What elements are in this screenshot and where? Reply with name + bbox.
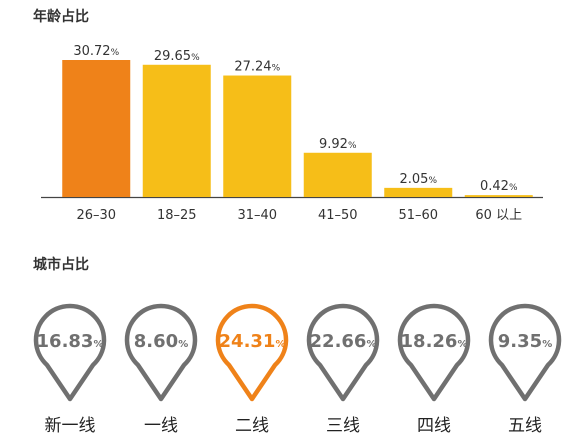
pin-value-label-3: 22.66% — [310, 331, 377, 352]
pin-value-label-5: 9.35% — [498, 331, 552, 352]
x-tick-label-2: 31–40 — [237, 208, 277, 223]
map-pin-icon-0 — [33, 303, 107, 402]
bar-value-label-5: 0.42% — [480, 179, 518, 194]
age-section-title: 年龄占比 — [33, 9, 89, 25]
city-tier-label-2: 二线 — [235, 416, 269, 436]
city-tier-label-3: 三线 — [326, 416, 360, 436]
x-tick-label-5: 60 以上 — [475, 208, 522, 223]
x-tick-label-1: 18–25 — [157, 208, 197, 223]
bar-value-label-3: 9.92% — [319, 137, 357, 152]
bar-0 — [62, 60, 131, 197]
x-tick-label-0: 26–30 — [76, 208, 116, 223]
bar-value-label-0: 30.72% — [73, 44, 119, 59]
bar-1 — [142, 64, 211, 197]
x-tick-label-4: 51–60 — [398, 208, 438, 223]
bar-value-label-2: 27.24% — [234, 60, 280, 75]
map-pin-icon-1 — [124, 303, 198, 402]
pin-value-label-4: 18.26% — [401, 331, 468, 352]
pin-value-label-2: 24.31% — [219, 331, 286, 352]
city-tier-label-1: 一线 — [144, 416, 178, 436]
map-pin-icon-2 — [215, 303, 289, 402]
map-pin-icon-4 — [397, 303, 471, 402]
bar-5 — [464, 195, 533, 197]
city-tier-label-4: 四线 — [417, 416, 451, 436]
pin-value-label-1: 8.60% — [134, 331, 188, 352]
bar-value-label-4: 2.05% — [399, 172, 437, 187]
x-tick-label-3: 41–50 — [318, 208, 358, 223]
city-section-title: 城市占比 — [33, 257, 89, 273]
pin-value-label-0: 16.83% — [37, 331, 104, 352]
map-pin-icon-3 — [306, 303, 380, 402]
map-pin-icon-5 — [488, 303, 562, 402]
bar-3 — [303, 152, 372, 197]
bar-4 — [384, 187, 453, 197]
bar-2 — [223, 75, 292, 197]
bar-value-label-1: 29.65% — [154, 49, 200, 64]
city-tier-label-5: 五线 — [508, 416, 542, 436]
city-tier-label-0: 新一线 — [45, 416, 96, 436]
